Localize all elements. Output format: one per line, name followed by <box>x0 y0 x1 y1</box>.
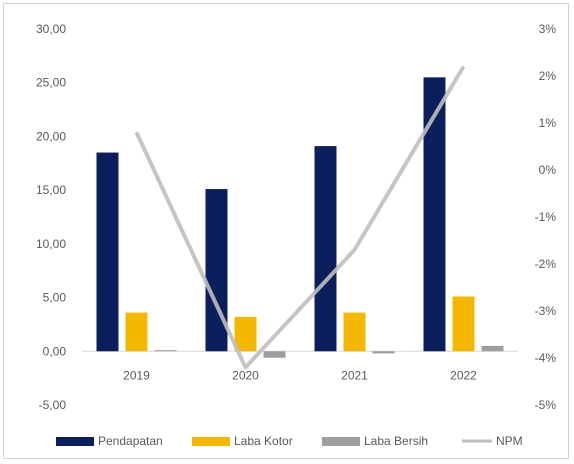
bar-laba-bersih <box>481 345 504 352</box>
bar-pendapatan <box>205 189 228 352</box>
right-axis-tick-label: 3% <box>539 22 557 36</box>
category-label: 2019 <box>123 368 150 382</box>
right-axis-tick-label: -2% <box>535 257 557 271</box>
right-axis-tick-label: -5% <box>535 398 557 412</box>
left-axis-tick-label: 30,00 <box>36 22 66 36</box>
category-label: 2021 <box>341 368 368 382</box>
category-label: 2020 <box>232 368 259 382</box>
right-axis-tick-label: 1% <box>539 116 557 130</box>
bar-laba-bersih <box>263 351 286 358</box>
bar-laba-kotor <box>125 312 148 352</box>
legend-label: Laba Bersih <box>364 434 428 448</box>
left-axis-tick-label: 25,00 <box>36 76 66 90</box>
right-axis: 3% 2% 1% 0% -1% -2% -3% -4% -5% <box>535 22 557 412</box>
right-axis-tick-label: -4% <box>535 351 557 365</box>
left-axis-tick-label: 20,00 <box>36 129 66 143</box>
bar-pendapatan <box>423 77 446 352</box>
bar-laba-kotor <box>343 312 366 352</box>
npm-point <box>245 366 246 368</box>
bar-laba-bersih <box>372 351 395 354</box>
right-axis-tick-label: -3% <box>535 304 557 318</box>
bar-laba-kotor <box>234 316 257 352</box>
right-axis-tick-label: -1% <box>535 210 557 224</box>
bar-laba-kotor <box>452 296 475 352</box>
npm-line <box>134 65 466 370</box>
bar-pendapatan <box>96 152 119 352</box>
category-label: 2022 <box>450 368 477 382</box>
left-axis-tick-label: 5,00 <box>43 291 67 305</box>
legend-label: Laba Kotor <box>234 434 293 448</box>
bars <box>96 77 504 358</box>
legend-swatch-laba-bersih <box>322 437 360 446</box>
legend: Pendapatan Laba Kotor Laba Bersih NPM <box>56 434 523 448</box>
legend-label: NPM <box>496 434 523 448</box>
left-axis-tick-label: 0,00 <box>43 344 67 358</box>
left-axis-tick-label: 15,00 <box>36 183 66 197</box>
bar-laba-bersih <box>154 350 177 352</box>
bar-pendapatan <box>314 146 337 352</box>
left-axis: 30,00 25,00 20,00 15,00 10,00 5,00 0,00 -5,00 <box>36 22 66 412</box>
legend-swatch-pendapatan <box>56 437 94 446</box>
right-axis-tick-label: 0% <box>539 163 557 177</box>
category-labels: 2019 2020 2021 2022 <box>123 368 477 382</box>
legend-label: Pendapatan <box>98 434 163 448</box>
left-axis-tick-label: -5,00 <box>39 398 67 412</box>
npm-line-series <box>134 65 466 370</box>
npm-point <box>354 249 355 251</box>
right-axis-tick-label: 2% <box>539 69 557 83</box>
left-axis-tick-label: 10,00 <box>36 237 66 251</box>
npm-point <box>463 66 464 68</box>
legend-swatch-laba-kotor <box>192 437 230 446</box>
npm-point <box>136 131 137 133</box>
